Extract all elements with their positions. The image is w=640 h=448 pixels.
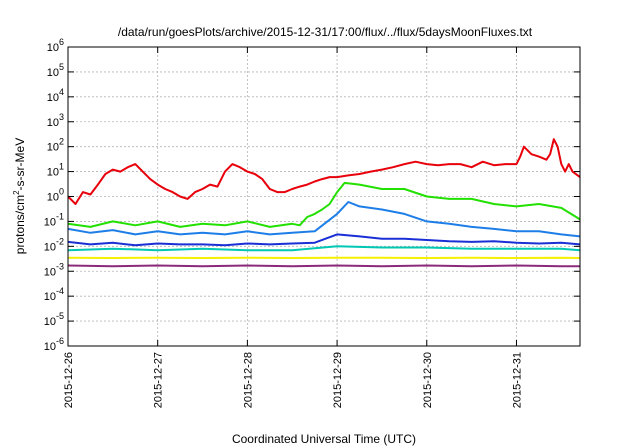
chart-title: /data/run/goesPlots/archive/2015-12-31/1… (118, 25, 533, 39)
x-axis: 2015-12-26 2015-12-27 2015-12-28 2015-12-29… (63, 47, 523, 408)
series-line-1 (67, 138, 581, 205)
y-tick-label: 104 (47, 87, 64, 104)
y-tick-label: 100 (47, 187, 64, 204)
series-line-4 (67, 233, 581, 247)
series-group (67, 138, 581, 268)
y-tick-label: 10-2 (44, 236, 64, 253)
y-tick-label: 106 (47, 37, 64, 54)
x-tick-label: 2015-12-27 (153, 352, 165, 408)
x-tick-label: 2015-12-30 (422, 352, 434, 408)
y-tick-label: 105 (47, 62, 64, 79)
series-line-3 (67, 201, 581, 238)
y-tick-label: 10-6 (44, 336, 64, 353)
series-line-5 (67, 245, 581, 252)
y-tick-label: 102 (47, 137, 64, 154)
series-line-2 (67, 181, 581, 228)
x-tick-label: 2015-12-29 (332, 352, 344, 408)
y-axis-label-rest: -s-sr-MeV (13, 138, 27, 191)
y-tick-label: 103 (47, 112, 64, 129)
x-axis-label: Coordinated Universal Time (UTC) (232, 432, 416, 446)
y-tick-label: 10-1 (44, 211, 64, 228)
x-tick-label: 2015-12-31 (511, 352, 523, 408)
series-line-7 (67, 264, 580, 268)
grid (68, 47, 580, 346)
y-tick-label: 101 (47, 162, 64, 179)
y-axis-label: protons/cm2-s-sr-MeV (12, 138, 27, 254)
y-tick-label: 10-4 (44, 286, 64, 303)
y-axis-label-unit: protons/cm (13, 195, 27, 254)
y-axis: 10-6 10-5 10-4 10-3 10-2 10-1 100 101 102 103 104 1… (44, 37, 580, 353)
y-axis-label-exponent: 2 (12, 190, 21, 195)
x-tick-label: 2015-12-28 (242, 352, 254, 408)
y-tick-label: 10-3 (44, 261, 64, 278)
x-tick-label: 2015-12-26 (63, 352, 75, 408)
y-tick-label: 10-5 (44, 311, 64, 328)
